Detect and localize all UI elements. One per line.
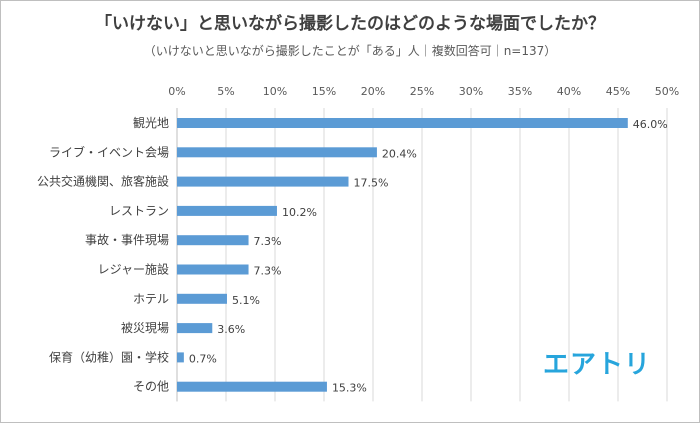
x-tick-label: 25% [410,85,434,98]
data-label: 5.1% [232,294,260,307]
category-label: レジャー施設 [98,262,169,277]
category-label: 事故・事件現場 [85,232,169,247]
data-label: 7.3% [254,265,282,278]
x-tick-label: 45% [606,85,630,98]
bar [177,235,249,246]
bar [177,118,628,128]
category-label: その他 [133,380,169,394]
data-label: 20.4% [382,147,417,160]
bar [177,176,349,187]
x-tick-label: 40% [557,85,581,98]
x-tick-label: 15% [312,85,336,98]
x-tick-label: 20% [361,85,385,98]
x-tick-label: 5% [217,85,234,98]
category-label: ホテル [133,292,169,306]
chart-title: 「いけない」と思いながら撮影したのはどのような場面でしたか？ [95,14,605,34]
category-label: 被災現場 [121,321,169,335]
bar [177,264,249,275]
data-label: 10.2% [282,206,317,219]
data-label: 46.0% [633,118,668,131]
data-label: 3.6% [217,323,245,336]
data-label: 7.3% [254,235,282,248]
x-tick-label: 10% [263,85,287,98]
x-tick-label: 35% [508,85,532,98]
category-label: 保育（幼稚）園・学校 [49,349,169,364]
x-tick-label: 30% [459,85,483,98]
bar [177,381,327,392]
bar [177,205,277,216]
bar [177,293,227,304]
category-label: レストラン [109,204,169,218]
data-label: 0.7% [189,352,217,365]
x-tick-label: 0% [168,85,185,98]
data-label: 17.5% [354,177,389,190]
airtrip-logo: エアトリ [543,350,652,380]
bar [177,352,184,363]
data-label: 15.3% [332,382,367,395]
category-label: 観光地 [133,116,169,130]
category-label: 公共交通機関、旅客施設 [37,174,169,189]
bar [177,323,213,334]
bar [177,147,377,158]
x-tick-label: 50% [655,85,679,98]
chart-subtitle: （いけないと思いながら撮影したことが「ある」人｜複数回答可｜n=137） [143,44,557,58]
category-label: ライブ・イベント会場 [49,144,169,159]
